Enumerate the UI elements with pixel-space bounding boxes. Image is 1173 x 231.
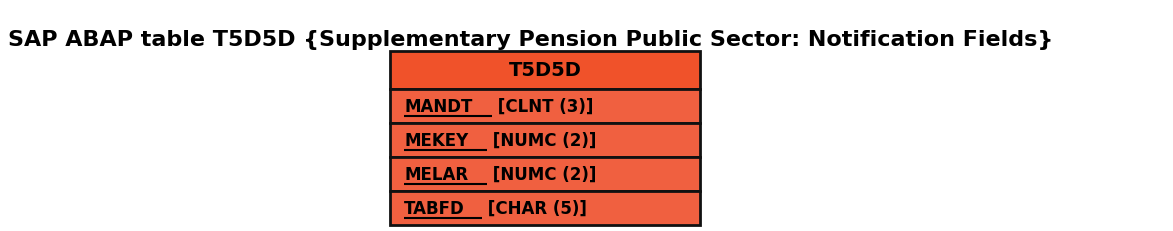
Text: T5D5D: T5D5D [509,61,582,80]
Bar [389,90,700,123]
Text: MELAR: MELAR [404,165,468,183]
Text: TABFD: TABFD [404,199,465,217]
Text: SAP ABAP table T5D5D {Supplementary Pension Public Sector: Notification Fields}: SAP ABAP table T5D5D {Supplementary Pens… [8,30,1053,50]
Text: [NUMC (2)]: [NUMC (2)] [487,165,596,183]
Text: [NUMC (2)]: [NUMC (2)] [487,131,596,149]
Bar [389,123,700,157]
Text: MANDT: MANDT [404,97,473,116]
Text: [CLNT (3)]: [CLNT (3)] [493,97,594,116]
Bar [389,157,700,191]
Text: MEKEY: MEKEY [404,131,468,149]
Bar [389,191,700,225]
Bar [389,52,700,90]
Text: [CHAR (5)]: [CHAR (5)] [482,199,588,217]
